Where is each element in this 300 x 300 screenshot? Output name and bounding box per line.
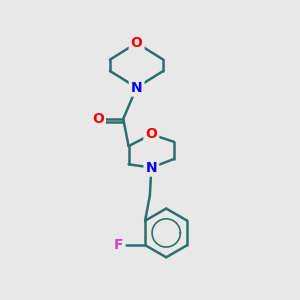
Text: O: O (131, 36, 142, 50)
Text: F: F (114, 238, 123, 252)
Text: O: O (92, 112, 104, 126)
Text: N: N (131, 81, 142, 94)
Text: N: N (146, 160, 157, 175)
Text: O: O (146, 128, 157, 141)
